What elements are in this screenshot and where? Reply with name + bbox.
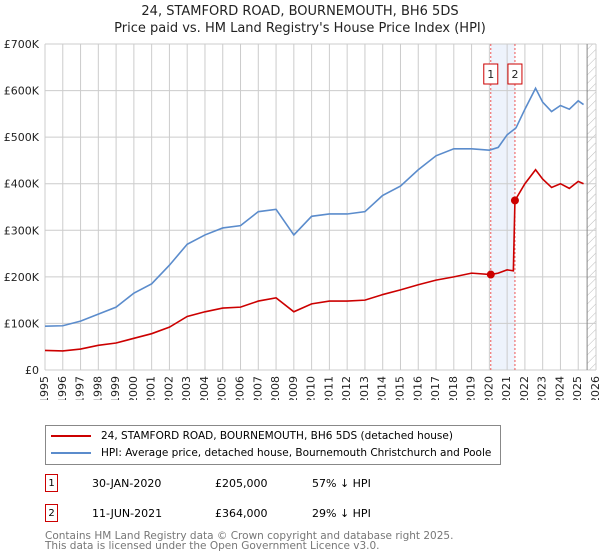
x-tick-label: 2012 xyxy=(340,376,353,400)
series-line xyxy=(44,86,585,328)
x-tick-label: 2010 xyxy=(305,376,318,400)
chart-subtitle: Price paid vs. HM Land Registry's House … xyxy=(114,21,486,36)
sale-hpi-diff: 57% ↓ HPI xyxy=(312,476,371,490)
series-line xyxy=(44,168,584,352)
x-tick-label: 2008 xyxy=(269,376,282,400)
y-tick-label: £0 xyxy=(25,364,39,377)
sale-price: £364,000 xyxy=(215,506,268,520)
x-tick-label: 2018 xyxy=(447,376,460,400)
sale-marker-badge xyxy=(483,63,499,85)
x-tick-label: 1998 xyxy=(91,376,104,400)
x-tick-label: 1997 xyxy=(74,376,87,400)
x-tick-label: 2003 xyxy=(180,376,193,400)
x-tick-label: 2015 xyxy=(393,376,406,400)
y-tick-label: £600K xyxy=(4,85,40,98)
x-tick-label: 2005 xyxy=(216,376,229,400)
x-tick-label: 2017 xyxy=(429,376,442,400)
y-tick-label: £200K xyxy=(4,271,40,284)
y-tick-label: £700K xyxy=(4,38,40,51)
legend-swatch-property xyxy=(51,435,91,437)
footer-line: Contains HM Land Registry data © Crown c… xyxy=(45,530,454,542)
x-tick-label: 2020 xyxy=(482,376,495,400)
sale-price: £205,000 xyxy=(215,476,268,490)
x-tick-label: 2021 xyxy=(500,376,513,400)
footer-line: This data is licensed under the Open Gov… xyxy=(45,540,380,552)
x-tick-label: 2011 xyxy=(322,376,335,400)
x-tick-label: 2002 xyxy=(162,376,175,400)
legend: 24, STAMFORD ROAD, BOURNEMOUTH, BH6 5DS … xyxy=(45,425,501,465)
y-tick-label: £300K xyxy=(4,224,40,237)
sale-marker-label: 2 xyxy=(511,68,518,81)
chart-title: 24, STAMFORD ROAD, BOURNEMOUTH, BH6 5DS xyxy=(141,4,459,19)
footer: Contains HM Land Registry data © Crown c… xyxy=(45,530,454,552)
sale-date: 30-JAN-2020 xyxy=(92,476,162,490)
sale-marker-label: 1 xyxy=(487,68,494,81)
x-tick-label: 2014 xyxy=(376,376,389,400)
x-tick-label: 2026 xyxy=(589,376,600,400)
sale-row-1: 1 30-JAN-2020 £205,000 57% ↓ HPI xyxy=(45,474,371,492)
sale-period-band xyxy=(490,44,515,370)
x-tick-label: 2019 xyxy=(465,376,478,400)
legend-label-property: 24, STAMFORD ROAD, BOURNEMOUTH, BH6 5DS … xyxy=(101,430,453,442)
y-tick-label: £500K xyxy=(4,131,40,144)
x-tick-label: 2007 xyxy=(251,376,264,400)
x-tick-label: 1996 xyxy=(56,376,69,400)
sale-marker-badge xyxy=(507,63,523,85)
x-tick-label: 2000 xyxy=(127,376,140,400)
sale-row-2: 2 11-JUN-2021 £364,000 29% ↓ HPI xyxy=(45,504,371,522)
y-tick-label: £400K xyxy=(4,178,40,191)
legend-label-hpi: HPI: Average price, detached house, Bour… xyxy=(101,447,492,459)
sale-point xyxy=(486,270,495,279)
forecast-hatch xyxy=(587,44,596,370)
sale-point xyxy=(510,196,519,205)
x-tick-label: 2009 xyxy=(287,376,300,400)
x-tick-label: 2025 xyxy=(571,376,584,400)
x-tick-label: 2024 xyxy=(553,376,566,400)
sale-badge: 1 xyxy=(45,474,58,492)
sale-date: 11-JUN-2021 xyxy=(92,506,163,520)
y-tick-label: £100K xyxy=(4,317,40,330)
x-tick-label: 1995 xyxy=(38,376,51,400)
plot-area: 1995 1996 1997 1998 1999 2000 2001 2002 2003 2004… xyxy=(4,38,600,400)
x-tick-label: 2013 xyxy=(358,376,371,400)
x-tick-label: 1999 xyxy=(109,376,122,400)
x-tick-label: 2023 xyxy=(536,376,549,400)
sale-hpi-diff: 29% ↓ HPI xyxy=(312,506,371,520)
legend-swatch-hpi xyxy=(51,452,91,454)
x-tick-label: 2006 xyxy=(234,376,247,400)
x-tick-label: 2022 xyxy=(518,376,531,400)
x-tick-label: 2001 xyxy=(145,376,158,400)
x-tick-label: 2016 xyxy=(411,376,424,400)
sale-badge: 2 xyxy=(45,504,58,522)
x-tick-label: 2004 xyxy=(198,376,211,400)
